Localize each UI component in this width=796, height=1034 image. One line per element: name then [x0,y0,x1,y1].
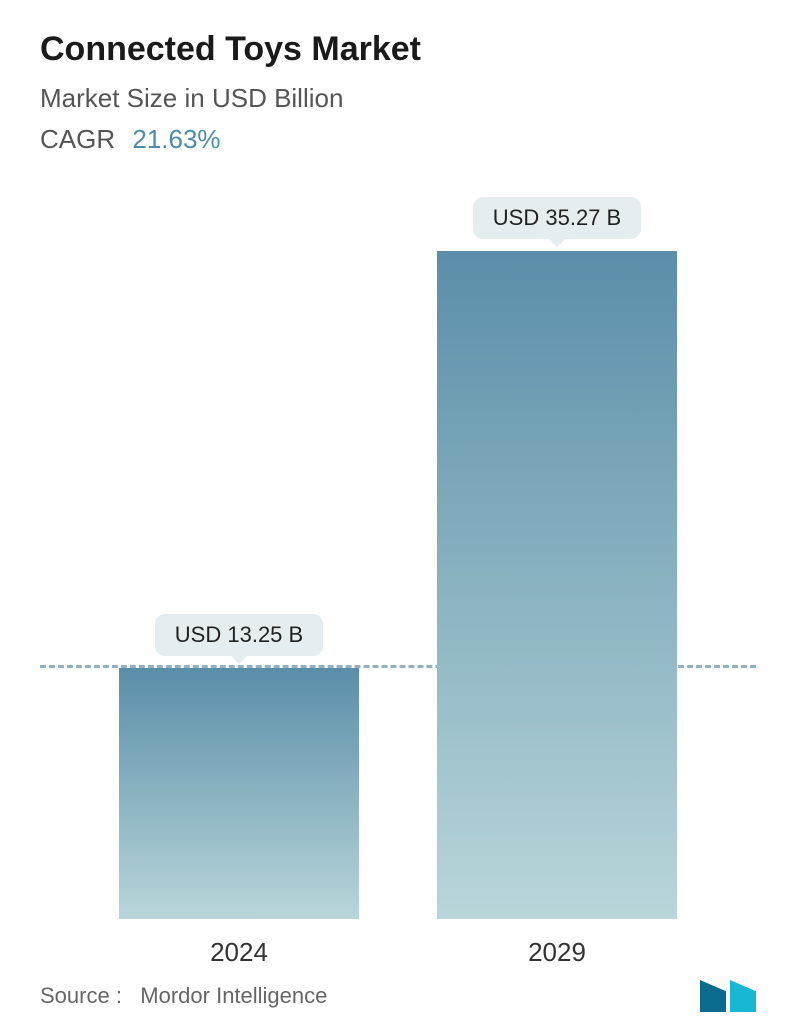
x-axis-labels: 2024 2029 [40,919,756,968]
bar [437,251,677,919]
logo-mark-right [730,980,756,1012]
bar-slot: USD 13.25 B [109,614,369,919]
brand-logo [700,980,756,1012]
source-name: Mordor Intelligence [140,983,327,1008]
x-label: 2029 [427,937,687,968]
chart-area: USD 13.25 B USD 35.27 B [40,179,756,919]
footer: Source : Mordor Intelligence [40,980,756,1012]
chart-title: Connected Toys Market [40,30,756,69]
cagr-line: CAGR 21.63% [40,124,756,155]
cagr-label: CAGR [40,124,115,154]
cagr-value: 21.63% [132,124,220,154]
source-text: Source : Mordor Intelligence [40,983,327,1009]
logo-mark-left [700,980,726,1012]
bar-slot: USD 35.27 B [427,197,687,919]
bars-container: USD 13.25 B USD 35.27 B [40,179,756,919]
x-label: 2024 [109,937,369,968]
value-badge: USD 13.25 B [155,614,323,656]
bar [119,668,359,919]
value-badge: USD 35.27 B [473,197,641,239]
chart-subtitle: Market Size in USD Billion [40,83,756,114]
source-label: Source : [40,983,122,1008]
